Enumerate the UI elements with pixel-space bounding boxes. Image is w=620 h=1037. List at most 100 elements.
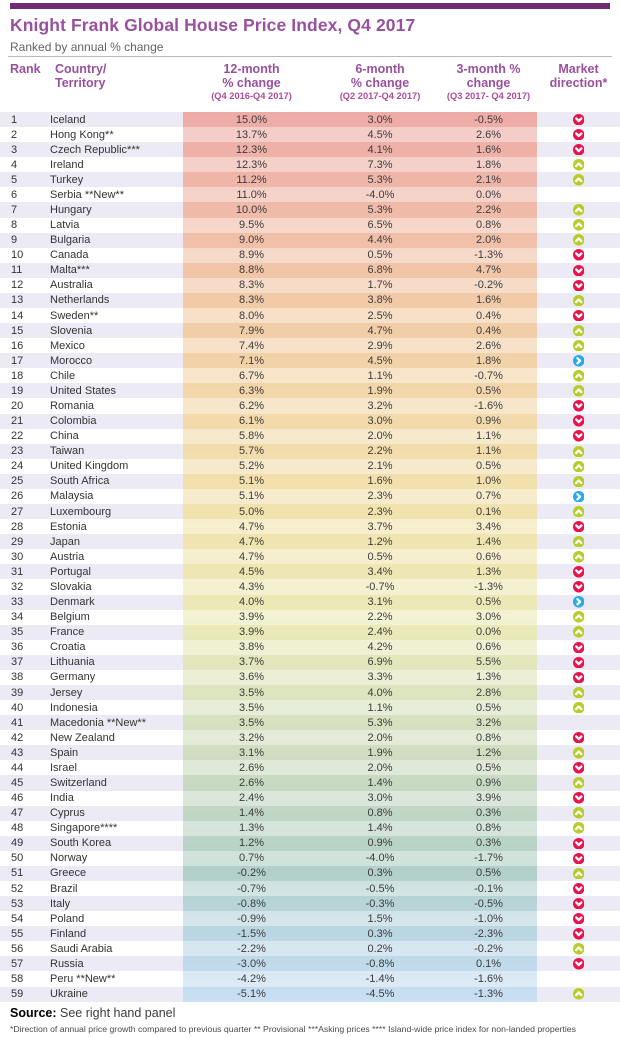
table-row: 2 Hong Kong** 13.7% 4.5% 2.6% [0, 127, 620, 143]
rank-cell: 46 [0, 790, 50, 806]
table-row: 42 New Zealand 3.2% 2.0% 0.8% [0, 730, 620, 746]
3-month-value-cell: 0.1% [475, 505, 502, 518]
country-cell: Austria [50, 549, 183, 565]
6-month-value-cell: 1.6% [367, 475, 393, 488]
table-row: 10 Canada 8.9% 0.5% -1.3% [0, 247, 620, 263]
table-row: 39 Jersey 3.5% 4.0% 2.8% [0, 684, 620, 701]
rank-cell: 11 [0, 262, 50, 278]
table-row: 25 South Africa 5.1% 1.6% 1.0% [0, 473, 620, 489]
3-month-value-cell: 1.0% [475, 475, 502, 488]
12-month-value-cell: 6.7% [183, 368, 320, 384]
12-month-value-cell: 4.7% [183, 519, 320, 535]
rank-cell: 59 [0, 986, 50, 1002]
footnote: *Direction of annual price growth compar… [10, 1024, 576, 1034]
12-month-value-cell: 5.8% [183, 428, 320, 444]
rank-cell: 13 [0, 292, 50, 309]
rank-cell: 41 [0, 715, 50, 731]
country-cell: Peru **New** [50, 971, 183, 987]
6-month-value-cell: 0.3% [367, 927, 393, 940]
country-cell: Greece [50, 865, 183, 881]
rank-cell: 9 [0, 232, 50, 248]
rank-cell: 31 [0, 564, 50, 580]
3-month-value-cell: 1.2% [475, 746, 502, 759]
3-month-value-cell: -1.3% [474, 988, 503, 1001]
table-row: 43 Spain 3.1% 1.9% 1.2% [0, 745, 620, 761]
column-header-12-month: 12-month % change (Q4 2016-Q4 2017) [183, 62, 320, 102]
market-direction-cell [537, 941, 620, 957]
market-direction-cell [537, 172, 620, 188]
6-month-value-cell: 4.0% [367, 686, 393, 699]
market-direction-cell [537, 865, 620, 881]
3-month-value-cell: -0.5% [474, 113, 503, 126]
up-arrow-icon [572, 747, 585, 759]
country-cell: Brazil [50, 880, 183, 897]
country-cell: Netherlands [50, 292, 183, 309]
3-month-value-cell: 1.6% [475, 143, 502, 156]
down-arrow-icon [572, 400, 585, 412]
column-header-market-direction: Market direction* [537, 62, 620, 90]
12-month-value-cell: 8.3% [238, 294, 265, 307]
table-header: Rank Country/ Territory 12-month % chang… [0, 61, 620, 112]
market-direction-cell [537, 730, 620, 746]
market-direction-cell [537, 519, 620, 535]
m12-header-line2: % change [222, 75, 281, 90]
country-cell: Luxembourg [50, 504, 183, 520]
table-row: 18 Chile 6.7% 1.1% -0.7% [0, 368, 620, 384]
table-row: 7 Hungary 10.0% 5.3% 2.2% [0, 202, 620, 218]
rank-cell: 49 [0, 835, 50, 851]
country-header-line1: Country/ [55, 62, 107, 76]
market-direction-cell [537, 142, 620, 158]
3-month-value-cell: -0.1% [440, 880, 537, 897]
6-month-value-cell: 5.3% [367, 204, 393, 216]
3-month-value-cell: 0.5% [440, 700, 537, 716]
3-month-value-cell: 0.6% [440, 639, 537, 655]
market-direction-cell [537, 232, 620, 248]
table-row: 13 Netherlands 8.3% 3.8% 1.6% [0, 292, 620, 309]
market-direction-cell [537, 323, 620, 339]
6-month-value-cell: 0.5% [320, 549, 440, 565]
market-direction-cell [537, 308, 620, 324]
market-direction-cell [537, 609, 620, 625]
12-month-value-cell: 4.7% [238, 535, 265, 548]
up-arrow-icon [572, 807, 585, 819]
down-arrow-icon [572, 958, 585, 970]
country-cell: South Korea [50, 835, 183, 851]
12-month-value-cell: -0.9% [183, 911, 320, 927]
6-month-value-cell: 4.5% [367, 354, 393, 367]
table-row: 28 Estonia 4.7% 3.7% 3.4% [0, 519, 620, 535]
market-direction-cell [537, 880, 620, 897]
3-month-value-cell: 3.9% [440, 790, 537, 806]
country-cell: Poland [50, 911, 183, 927]
table-row: 44 Israel 2.6% 2.0% 0.5% [0, 760, 620, 776]
3-month-value-cell: 0.3% [475, 837, 502, 850]
country-cell: Belgium [50, 609, 183, 625]
market-direction-cell [537, 428, 620, 444]
up-arrow-icon [572, 867, 585, 880]
market-direction-cell [537, 790, 620, 806]
table-row: 55 Finland -1.5% 0.3% -2.3% [0, 926, 620, 942]
rank-cell: 40 [0, 700, 50, 716]
6-month-value-cell: 1.5% [320, 911, 440, 927]
6-month-value-cell: 1.4% [367, 776, 393, 789]
up-arrow-icon [572, 535, 585, 548]
table-row: 19 United States 6.3% 1.9% 0.5% [0, 383, 620, 399]
market-direction-cell [537, 247, 620, 263]
table-row: 37 Lithuania 3.7% 6.9% 5.5% [0, 654, 620, 670]
12-month-value-cell: -0.8% [237, 897, 266, 910]
market-direction-cell [537, 971, 620, 987]
12-month-value-cell: -0.7% [183, 880, 320, 897]
rank-cell: 12 [0, 277, 50, 293]
up-arrow-icon [572, 324, 585, 337]
3-month-value-cell: 0.5% [475, 867, 502, 880]
12-month-value-cell: 3.9% [183, 609, 320, 625]
up-arrow-icon [572, 385, 585, 397]
12-month-value-cell: -0.2% [237, 867, 266, 880]
12-month-value-cell: 1.2% [238, 837, 265, 850]
12-month-value-cell: 5.7% [238, 445, 265, 458]
rank-cell: 3 [0, 142, 50, 158]
3-month-value-cell: 0.5% [440, 458, 537, 474]
table-row: 21 Colombia 6.1% 3.0% 0.9% [0, 413, 620, 429]
3-month-value-cell: 5.5% [475, 656, 502, 669]
table-row: 32 Slovakia 4.3% -0.7% -1.3% [0, 579, 620, 595]
12-month-value-cell: 7.1% [238, 354, 265, 367]
